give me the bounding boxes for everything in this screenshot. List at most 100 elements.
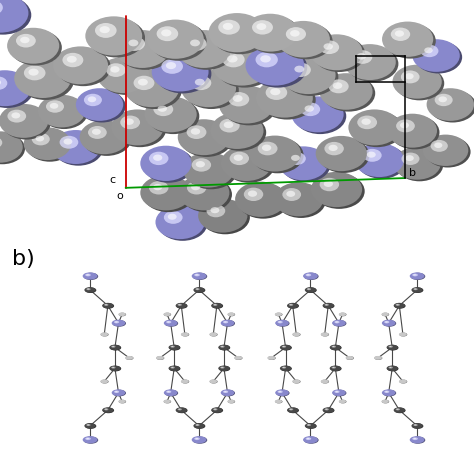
Circle shape — [228, 400, 235, 403]
Circle shape — [26, 129, 73, 162]
Circle shape — [114, 111, 166, 147]
Circle shape — [265, 85, 287, 100]
Circle shape — [383, 320, 396, 327]
Circle shape — [361, 118, 371, 125]
Circle shape — [410, 273, 425, 280]
Circle shape — [210, 333, 218, 337]
Circle shape — [334, 321, 339, 323]
Circle shape — [384, 321, 389, 323]
Circle shape — [392, 64, 442, 99]
Circle shape — [181, 332, 189, 337]
Circle shape — [382, 319, 395, 327]
Circle shape — [167, 321, 170, 323]
Circle shape — [82, 122, 131, 156]
Circle shape — [195, 288, 200, 290]
Circle shape — [111, 109, 164, 146]
Circle shape — [84, 94, 102, 106]
Circle shape — [311, 172, 362, 207]
Circle shape — [214, 409, 216, 410]
Circle shape — [127, 71, 182, 109]
Circle shape — [194, 423, 205, 429]
Circle shape — [195, 424, 200, 426]
Circle shape — [224, 321, 227, 323]
Circle shape — [104, 304, 109, 306]
Circle shape — [332, 389, 346, 396]
Circle shape — [283, 58, 338, 96]
Circle shape — [415, 41, 462, 73]
Circle shape — [209, 13, 265, 52]
Circle shape — [219, 345, 230, 350]
Circle shape — [109, 345, 120, 350]
Circle shape — [38, 95, 85, 128]
Circle shape — [0, 0, 28, 33]
Circle shape — [396, 304, 399, 305]
Circle shape — [313, 36, 365, 72]
Circle shape — [140, 175, 191, 210]
Circle shape — [11, 112, 20, 118]
Circle shape — [111, 366, 116, 369]
Circle shape — [83, 273, 98, 280]
Circle shape — [223, 23, 233, 30]
Circle shape — [100, 380, 109, 383]
Circle shape — [111, 346, 116, 348]
Circle shape — [158, 207, 207, 241]
Circle shape — [183, 152, 234, 188]
Circle shape — [0, 131, 23, 163]
Text: b): b) — [12, 249, 35, 269]
Circle shape — [0, 137, 2, 148]
Circle shape — [283, 367, 285, 368]
Circle shape — [112, 346, 114, 347]
Circle shape — [374, 356, 383, 360]
Circle shape — [164, 400, 171, 403]
Circle shape — [201, 201, 250, 234]
Circle shape — [60, 136, 78, 149]
Circle shape — [219, 118, 240, 133]
Circle shape — [178, 408, 182, 410]
Circle shape — [336, 391, 338, 392]
Circle shape — [281, 56, 336, 94]
Circle shape — [153, 155, 162, 161]
Circle shape — [270, 88, 281, 95]
Circle shape — [412, 438, 418, 440]
Circle shape — [401, 71, 419, 83]
Circle shape — [104, 408, 109, 410]
Circle shape — [323, 408, 335, 413]
Circle shape — [279, 146, 328, 180]
Circle shape — [100, 59, 152, 95]
Circle shape — [330, 365, 341, 371]
Circle shape — [396, 409, 399, 410]
Circle shape — [387, 366, 399, 372]
Circle shape — [112, 390, 126, 396]
Circle shape — [150, 21, 207, 61]
Circle shape — [396, 304, 400, 306]
Circle shape — [191, 76, 211, 90]
Circle shape — [87, 424, 89, 426]
Circle shape — [110, 366, 121, 372]
Circle shape — [294, 66, 304, 73]
Circle shape — [80, 120, 129, 154]
Circle shape — [393, 147, 441, 180]
Circle shape — [196, 161, 205, 167]
Circle shape — [155, 205, 205, 239]
Circle shape — [211, 407, 223, 413]
Circle shape — [192, 437, 207, 444]
Circle shape — [248, 47, 307, 88]
Circle shape — [281, 366, 292, 372]
Circle shape — [414, 289, 416, 290]
Circle shape — [288, 303, 299, 309]
Circle shape — [256, 78, 313, 118]
Circle shape — [64, 138, 73, 145]
Circle shape — [282, 346, 286, 348]
Circle shape — [0, 72, 33, 108]
Circle shape — [255, 52, 278, 67]
Circle shape — [274, 182, 323, 216]
Circle shape — [324, 181, 333, 187]
Circle shape — [280, 365, 291, 371]
Circle shape — [275, 312, 282, 316]
Circle shape — [145, 96, 197, 132]
Circle shape — [411, 287, 423, 293]
Circle shape — [154, 102, 173, 116]
Circle shape — [86, 438, 89, 439]
Circle shape — [147, 19, 204, 59]
Circle shape — [97, 57, 149, 93]
